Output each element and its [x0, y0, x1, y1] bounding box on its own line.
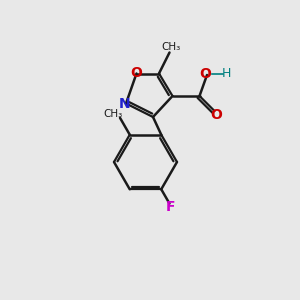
Text: N: N — [119, 97, 130, 110]
Text: F: F — [165, 200, 175, 214]
Text: O: O — [200, 67, 211, 80]
Text: H: H — [222, 67, 231, 80]
Text: CH₃: CH₃ — [161, 42, 181, 52]
Text: O: O — [130, 66, 142, 80]
Text: CH₃: CH₃ — [104, 109, 123, 119]
Text: O: O — [210, 108, 222, 122]
